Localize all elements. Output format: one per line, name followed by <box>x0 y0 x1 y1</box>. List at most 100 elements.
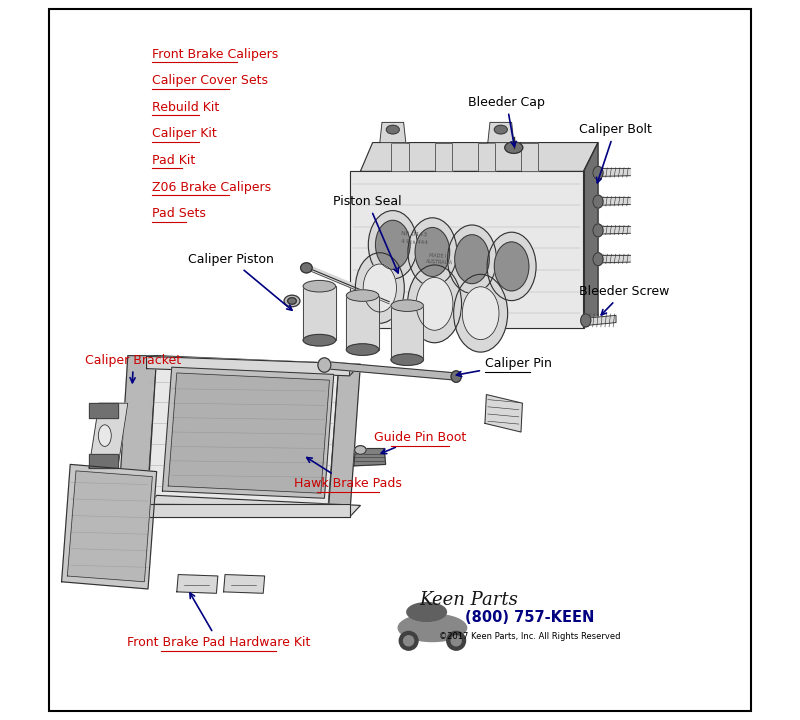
Polygon shape <box>586 315 616 325</box>
Ellipse shape <box>593 224 603 237</box>
Circle shape <box>403 636 414 646</box>
Polygon shape <box>488 122 514 143</box>
Polygon shape <box>478 143 495 171</box>
Polygon shape <box>146 356 339 505</box>
Polygon shape <box>89 454 118 468</box>
Ellipse shape <box>416 277 453 330</box>
Ellipse shape <box>363 264 397 312</box>
Ellipse shape <box>593 253 603 266</box>
Text: Pad Kit: Pad Kit <box>152 154 195 167</box>
Text: Hawk Brake Pads: Hawk Brake Pads <box>294 457 402 490</box>
Text: Guide Pin Boot: Guide Pin Boot <box>374 431 466 454</box>
Polygon shape <box>391 143 409 171</box>
Ellipse shape <box>593 166 603 179</box>
Polygon shape <box>598 168 630 177</box>
Polygon shape <box>328 364 361 517</box>
Circle shape <box>451 636 461 646</box>
Text: AUSTRALIA: AUSTRALIA <box>426 259 454 265</box>
Circle shape <box>446 631 466 650</box>
Ellipse shape <box>451 371 461 382</box>
Ellipse shape <box>303 335 335 346</box>
Ellipse shape <box>494 242 529 291</box>
Polygon shape <box>224 575 265 593</box>
Polygon shape <box>434 143 452 171</box>
Ellipse shape <box>301 263 312 273</box>
Polygon shape <box>62 464 157 589</box>
Ellipse shape <box>368 211 418 279</box>
Text: Z06 Brake Calipers: Z06 Brake Calipers <box>152 181 270 194</box>
Polygon shape <box>67 471 152 582</box>
Ellipse shape <box>288 298 296 305</box>
Ellipse shape <box>354 446 366 454</box>
Ellipse shape <box>494 125 507 134</box>
Ellipse shape <box>355 253 404 323</box>
Text: Caliper Bracket: Caliper Bracket <box>86 354 182 383</box>
Polygon shape <box>325 361 456 380</box>
Ellipse shape <box>346 290 378 302</box>
Polygon shape <box>89 403 128 468</box>
Circle shape <box>399 631 418 650</box>
Text: Bleeder Screw: Bleeder Screw <box>578 285 669 315</box>
Polygon shape <box>598 226 630 235</box>
Ellipse shape <box>284 295 300 307</box>
Polygon shape <box>303 287 335 341</box>
Ellipse shape <box>98 425 111 446</box>
Polygon shape <box>89 403 118 418</box>
Polygon shape <box>346 296 378 349</box>
Text: ©2017 Keen Parts, Inc. All Rights Reserved: ©2017 Keen Parts, Inc. All Rights Reserv… <box>439 632 620 641</box>
Text: Caliper Cover Sets: Caliper Cover Sets <box>152 74 267 87</box>
Text: Front Brake Calipers: Front Brake Calipers <box>152 48 278 60</box>
Polygon shape <box>598 255 630 264</box>
Polygon shape <box>146 356 350 376</box>
Ellipse shape <box>454 235 490 284</box>
Ellipse shape <box>593 195 603 208</box>
Polygon shape <box>168 373 330 493</box>
Polygon shape <box>146 356 361 376</box>
Ellipse shape <box>407 603 446 621</box>
Text: Front Brake Pad Hardware Kit: Front Brake Pad Hardware Kit <box>127 593 310 649</box>
Polygon shape <box>598 197 630 206</box>
Ellipse shape <box>398 614 466 642</box>
Polygon shape <box>361 143 598 171</box>
Polygon shape <box>350 171 584 328</box>
Polygon shape <box>521 143 538 171</box>
Ellipse shape <box>346 344 378 355</box>
Ellipse shape <box>391 354 423 366</box>
Text: Caliper Bolt: Caliper Bolt <box>578 123 651 183</box>
Polygon shape <box>146 495 361 517</box>
Polygon shape <box>177 575 218 593</box>
Polygon shape <box>118 504 350 517</box>
Ellipse shape <box>375 220 410 269</box>
Polygon shape <box>162 367 334 498</box>
Ellipse shape <box>318 358 331 372</box>
Text: Caliper Kit: Caliper Kit <box>152 127 216 140</box>
Polygon shape <box>308 266 390 304</box>
Text: 4 Pcs 444: 4 Pcs 444 <box>401 239 428 245</box>
Ellipse shape <box>408 218 457 287</box>
Text: Caliper Piston: Caliper Piston <box>188 253 292 310</box>
Text: Keen Parts: Keen Parts <box>419 592 518 609</box>
Ellipse shape <box>391 300 423 312</box>
Text: Piston Seal: Piston Seal <box>334 195 402 273</box>
Ellipse shape <box>447 225 497 294</box>
Ellipse shape <box>462 287 499 340</box>
Polygon shape <box>118 356 157 517</box>
Text: Pad Sets: Pad Sets <box>152 207 206 220</box>
Polygon shape <box>584 143 598 328</box>
Text: Bleeder Cap: Bleeder Cap <box>468 96 545 147</box>
Ellipse shape <box>505 142 522 153</box>
Ellipse shape <box>415 228 450 276</box>
Ellipse shape <box>407 265 462 343</box>
Text: Rebuild Kit: Rebuild Kit <box>152 101 219 114</box>
Polygon shape <box>354 449 386 466</box>
Ellipse shape <box>581 314 590 327</box>
Ellipse shape <box>487 233 536 301</box>
Ellipse shape <box>386 125 399 134</box>
Text: MADE IN: MADE IN <box>429 253 450 258</box>
Polygon shape <box>380 122 406 143</box>
Polygon shape <box>485 395 522 432</box>
Ellipse shape <box>454 274 508 352</box>
Text: (800) 757-KEEN: (800) 757-KEEN <box>465 610 594 624</box>
Ellipse shape <box>303 281 335 292</box>
Text: NF 0143: NF 0143 <box>402 231 427 237</box>
